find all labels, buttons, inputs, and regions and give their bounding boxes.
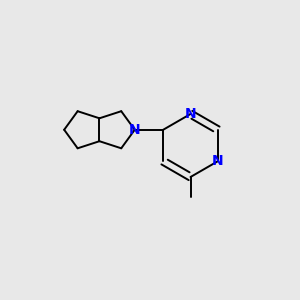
Text: N: N (129, 123, 140, 137)
Text: N: N (185, 107, 196, 121)
Text: N: N (212, 154, 224, 168)
